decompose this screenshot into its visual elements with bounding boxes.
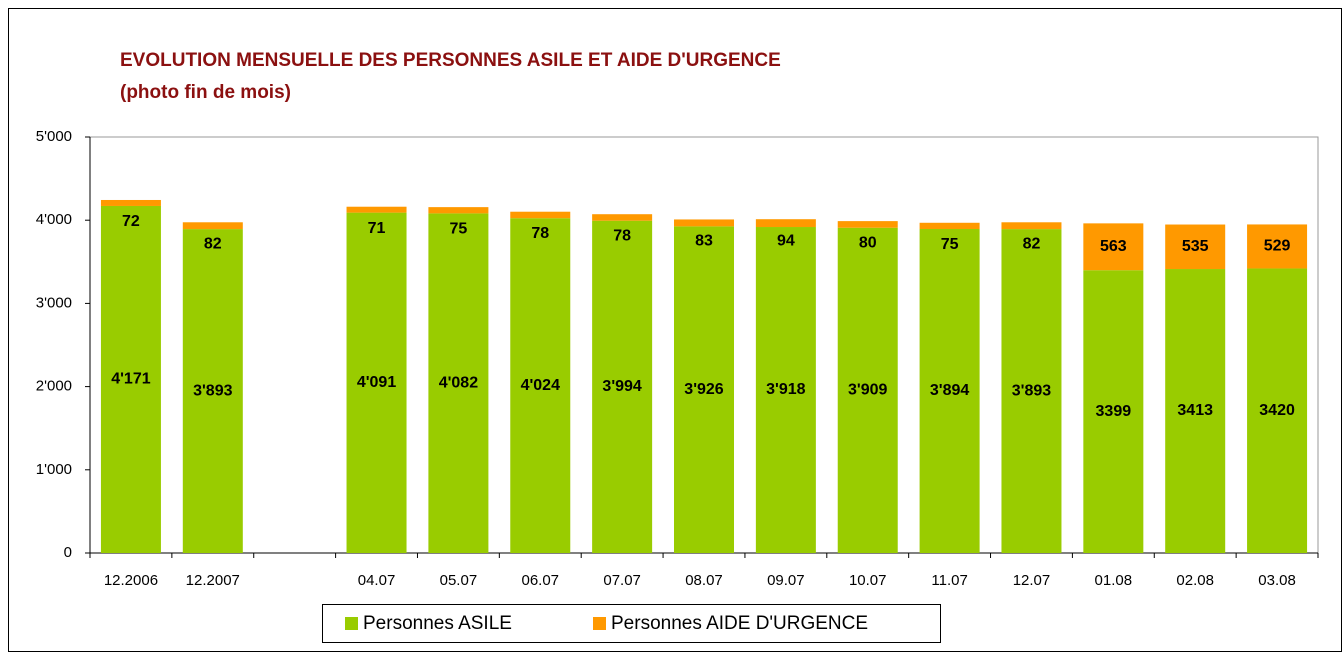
- data-label: 78: [613, 227, 631, 244]
- y-tick-label: 4'000: [36, 211, 72, 228]
- data-label: 75: [941, 236, 959, 253]
- data-label: 529: [1264, 238, 1291, 255]
- data-label: 71: [368, 220, 386, 237]
- legend-label: Personnes ASILE: [363, 613, 512, 634]
- legend-label: Personnes AIDE D'URGENCE: [611, 613, 868, 634]
- data-label: 82: [204, 235, 222, 252]
- bar-segment: [919, 222, 980, 230]
- bar-segment: [1083, 270, 1144, 553]
- bar-segment: [755, 227, 816, 553]
- bar-segment: [755, 219, 816, 228]
- data-label: 3'994: [602, 378, 642, 395]
- bar-segment: [1083, 223, 1144, 271]
- y-tick-label: 0: [64, 544, 72, 561]
- data-label: 3'893: [193, 382, 233, 399]
- bar-segment: [346, 212, 407, 554]
- data-label: 4'171: [111, 371, 151, 388]
- bar-segment: [510, 218, 571, 554]
- data-label: 75: [450, 220, 468, 237]
- chart-frame: [8, 8, 1342, 652]
- bar-segment: [510, 211, 571, 219]
- data-label: 4'082: [439, 374, 479, 391]
- data-label: 563: [1100, 238, 1127, 255]
- bar-segment: [1247, 268, 1308, 553]
- x-tick-label: 12.2006: [104, 572, 158, 589]
- bar-segment: [837, 221, 898, 228]
- data-label: 535: [1182, 238, 1209, 255]
- legend-swatch: [593, 617, 606, 630]
- x-tick-label: 06.07: [521, 572, 559, 589]
- bar-segment: [100, 199, 161, 206]
- y-tick-label: 1'000: [36, 461, 72, 478]
- data-label: 78: [531, 225, 549, 242]
- x-tick-label: 05.07: [440, 572, 478, 589]
- legend-swatch: [345, 617, 358, 630]
- bar-segment: [837, 227, 898, 554]
- data-label: 82: [1023, 235, 1041, 252]
- data-label: 83: [695, 233, 713, 250]
- chart-subtitle: (photo fin de mois): [120, 82, 291, 103]
- y-tick-label: 3'000: [36, 294, 72, 311]
- data-label: 3'918: [766, 381, 806, 398]
- bar-segment: [1165, 224, 1226, 270]
- data-label: 3420: [1259, 402, 1295, 419]
- data-label: 4'091: [357, 374, 397, 391]
- data-label: 72: [122, 213, 140, 230]
- x-tick-label: 09.07: [767, 572, 805, 589]
- bar-segment: [592, 220, 653, 553]
- bar-segment: [182, 222, 243, 230]
- bar-segment: [1247, 224, 1308, 269]
- legend: [322, 604, 941, 643]
- x-tick-label: 10.07: [849, 572, 887, 589]
- x-tick-label: 04.07: [358, 572, 396, 589]
- x-tick-label: 08.07: [685, 572, 723, 589]
- data-label: 3399: [1096, 403, 1132, 420]
- x-tick-label: 01.08: [1095, 572, 1133, 589]
- bar-segment: [428, 213, 489, 553]
- x-tick-label: 02.08: [1176, 572, 1214, 589]
- bar-segment: [674, 219, 734, 227]
- x-tick-label: 11.07: [931, 572, 967, 589]
- data-label: 4'024: [521, 377, 561, 394]
- chart-title: EVOLUTION MENSUELLE DES PERSONNES ASILE …: [120, 50, 781, 71]
- data-label: 3413: [1177, 402, 1213, 419]
- y-tick-label: 2'000: [36, 378, 72, 395]
- bar-segment: [1001, 229, 1062, 553]
- bar-segment: [1165, 269, 1226, 553]
- x-tick-label: 12.2007: [186, 572, 240, 589]
- bar-segment: [674, 226, 734, 553]
- x-tick-label: 12.07: [1013, 572, 1051, 589]
- bar-segment: [100, 205, 161, 554]
- bar-segment: [1001, 222, 1062, 230]
- bar-segment: [346, 206, 407, 213]
- data-label: 3'894: [930, 382, 970, 399]
- bar-segment: [428, 207, 489, 214]
- data-label: 3'893: [1012, 382, 1052, 399]
- data-label: 80: [859, 234, 877, 251]
- data-label: 94: [777, 232, 795, 249]
- bar-segment: [919, 229, 980, 553]
- bar-segment: [592, 214, 653, 221]
- x-tick-label: 07.07: [603, 572, 641, 589]
- data-label: 3'909: [848, 382, 888, 399]
- x-tick-label: 03.08: [1258, 572, 1296, 589]
- data-label: 3'926: [684, 381, 724, 398]
- bar-segment: [182, 229, 243, 553]
- y-tick-label: 5'000: [36, 128, 72, 145]
